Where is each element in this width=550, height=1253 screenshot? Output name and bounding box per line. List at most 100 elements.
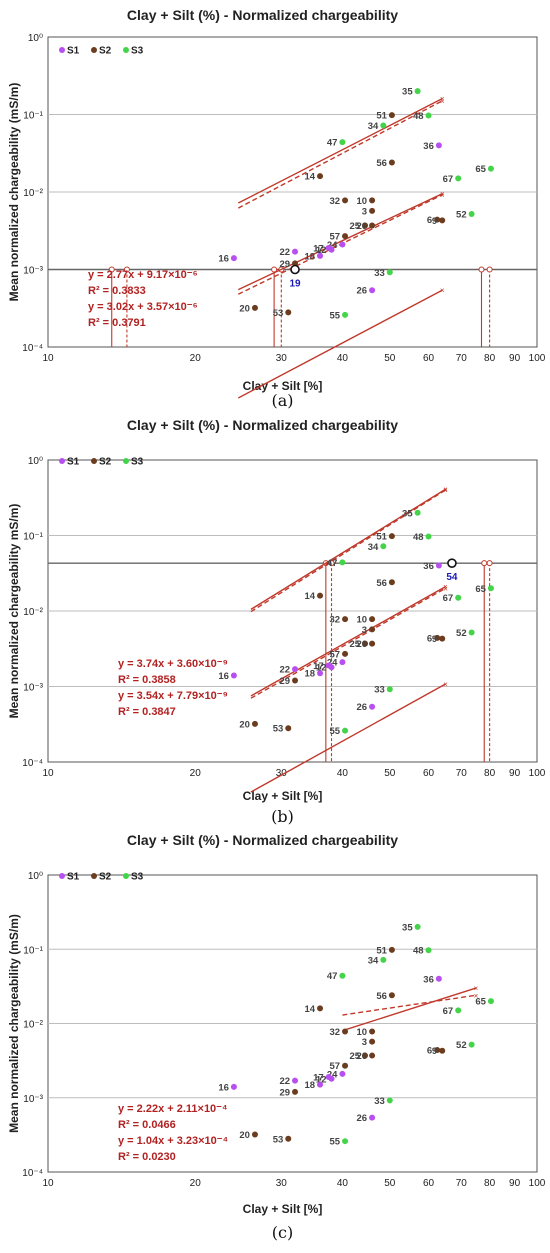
data-point	[414, 923, 421, 930]
data-point	[380, 122, 387, 129]
regression-equation: R² = 0.3847	[118, 706, 176, 718]
data-point	[369, 222, 376, 229]
data-point	[369, 1114, 376, 1121]
x-tick-label: 40	[337, 1178, 349, 1189]
point-label: 48	[413, 111, 424, 122]
data-point	[434, 1046, 441, 1053]
data-point	[388, 533, 395, 540]
chart-panel-b: Clay + Silt (%) - Normalized chargeabili…	[7, 417, 546, 826]
point-label: 65	[475, 164, 486, 175]
point-label: 16	[218, 1082, 229, 1093]
data-point	[369, 703, 376, 710]
legend-label: S2	[99, 46, 112, 57]
data-point	[369, 640, 376, 647]
point-label: 3	[362, 1037, 367, 1048]
point-label: 20	[239, 719, 250, 730]
data-point	[251, 720, 258, 727]
data-point	[342, 1138, 349, 1145]
x-tick-label: 100	[529, 1178, 546, 1189]
data-point	[317, 173, 324, 180]
point-label: 24	[327, 240, 338, 251]
y-axis-label: Mean normalized chargeability (mS/m)	[7, 914, 21, 1133]
point-label: 33	[374, 268, 385, 279]
data-point	[380, 543, 387, 550]
data-point	[342, 1028, 349, 1035]
legend-label: S1	[67, 872, 80, 883]
data-point	[342, 197, 349, 204]
data-point	[339, 139, 346, 146]
y-axis-label: Mean normalized chargeability (mS/m)	[7, 83, 21, 302]
data-point	[285, 309, 292, 316]
regression-equation: y = 2.77x + 9.17×10⁻⁶	[88, 269, 198, 281]
legend-marker	[123, 47, 129, 53]
x-tick-label: 60	[423, 353, 435, 364]
point-label: 25	[349, 1051, 360, 1062]
x-tick-label: 100	[529, 768, 546, 779]
point-label: 26	[357, 702, 368, 713]
legend-marker	[123, 873, 129, 879]
line-end-marker: ×	[443, 584, 448, 593]
data-point	[328, 1075, 335, 1082]
point-label: 14	[304, 1004, 315, 1015]
regression-equation: R² = 0.3791	[88, 317, 146, 329]
point-label: 67	[443, 593, 454, 604]
regression-equation: R² = 0.0230	[118, 1151, 176, 1163]
data-point	[362, 640, 369, 647]
y-tick-label: 10⁻²	[23, 607, 43, 618]
y-axis-label: Mean normalized chargeability mS/m)	[7, 504, 21, 719]
data-point	[487, 585, 494, 592]
data-point	[339, 972, 346, 979]
legend-label: S1	[67, 457, 80, 468]
point-label: 26	[357, 1051, 368, 1062]
panel-caption: (c)	[272, 1223, 293, 1242]
legend-marker	[91, 873, 97, 879]
x-tick-label: 70	[456, 353, 468, 364]
line-end-marker: ×	[440, 191, 445, 200]
point-label: 9	[432, 216, 437, 227]
data-point	[369, 626, 376, 633]
line-end-marker: ×	[443, 486, 448, 495]
point-label: 12	[316, 663, 327, 674]
data-point	[386, 269, 393, 276]
point-label: 17	[313, 661, 324, 672]
panel-caption: (b)	[271, 807, 294, 826]
x-axis-label: Clay + Silt [%]	[243, 789, 323, 803]
point-label: 35	[402, 87, 413, 98]
data-point	[362, 222, 369, 229]
point-label: 16	[218, 671, 229, 682]
x-tick-label: 30	[276, 1178, 288, 1189]
point-label: 32	[329, 196, 340, 207]
data-point	[317, 670, 324, 677]
point-label: 3	[362, 625, 367, 636]
regression-line	[250, 586, 446, 697]
data-point	[292, 248, 299, 255]
regression-line	[237, 289, 443, 399]
line-end-marker: ×	[443, 583, 448, 592]
x-tick-label: 20	[190, 353, 202, 364]
highlight-label: 54	[446, 572, 458, 583]
point-label: 17	[313, 243, 324, 254]
point-label: 25	[349, 221, 360, 232]
y-tick-label: 10⁻⁴	[22, 758, 43, 769]
regression-line	[237, 98, 443, 204]
data-point	[468, 629, 475, 636]
data-point	[380, 956, 387, 963]
line-end-marker: ×	[440, 286, 445, 295]
x-tick-label: 60	[423, 1178, 435, 1189]
point-label: 20	[239, 1130, 250, 1141]
point-label: 29	[279, 1087, 290, 1098]
point-label: 18	[304, 1080, 315, 1091]
regression-equation: R² = 0.3858	[118, 674, 176, 686]
point-label: 55	[329, 726, 340, 737]
intercept-marker	[478, 266, 485, 273]
point-label: 52	[456, 628, 467, 639]
point-label: 47	[327, 971, 338, 982]
point-label: 56	[376, 158, 387, 169]
highlight-point	[290, 264, 300, 275]
line-end-marker: ×	[474, 991, 479, 1000]
data-point	[342, 650, 349, 657]
legend-label: S1	[67, 46, 80, 57]
x-tick-label: 90	[509, 768, 521, 779]
data-point	[328, 246, 335, 253]
x-tick-label: 80	[484, 768, 496, 779]
